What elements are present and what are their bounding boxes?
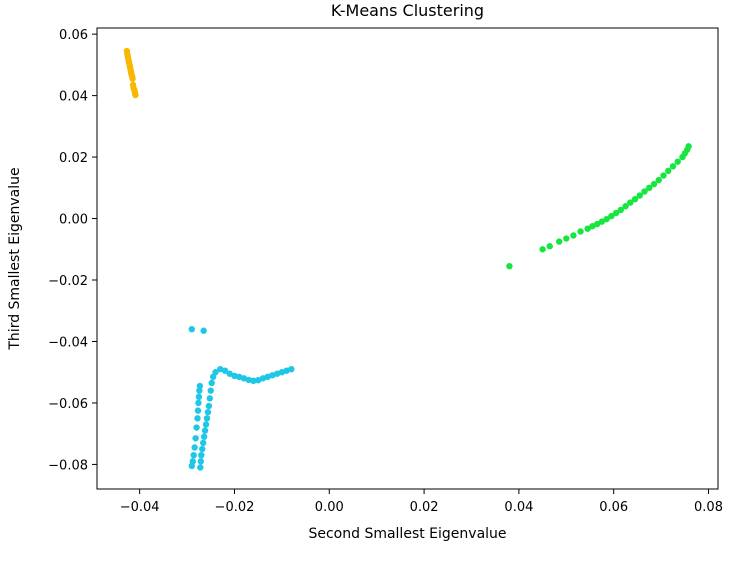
data-point: [129, 75, 136, 82]
y-tick-label: −0.02: [48, 274, 88, 289]
data-point: [245, 376, 252, 384]
data-point: [646, 184, 653, 192]
data-point: [132, 91, 139, 99]
series-1: [506, 143, 692, 270]
y-tick-label: −0.06: [48, 397, 88, 412]
data-point: [555, 238, 563, 245]
series-2: [188, 325, 295, 471]
chart-title: K-Means Clustering: [331, 1, 484, 20]
data-point: [612, 209, 620, 217]
data-point: [584, 225, 591, 232]
data-point: [206, 395, 214, 402]
data-point: [631, 195, 639, 203]
data-point: [198, 451, 205, 459]
data-point: [194, 407, 202, 414]
data-point: [197, 458, 205, 465]
data-point: [189, 458, 196, 465]
data-point: [506, 262, 513, 270]
data-point: [195, 399, 202, 407]
data-point: [205, 402, 213, 410]
data-point: [622, 203, 629, 210]
data-point: [196, 387, 203, 394]
data-point: [188, 325, 196, 333]
data-point: [201, 427, 209, 434]
data-point: [204, 408, 212, 416]
data-point: [665, 167, 672, 175]
data-point: [608, 212, 615, 220]
data-point: [207, 387, 214, 394]
y-tick-label: −0.04: [48, 335, 88, 350]
data-point: [221, 367, 229, 374]
x-tick-label: 0.04: [504, 500, 533, 515]
data-point: [669, 163, 677, 170]
data-point: [199, 445, 206, 453]
data-point: [200, 433, 208, 440]
data-point: [603, 215, 610, 223]
x-tick-label: −0.04: [120, 500, 160, 515]
data-point: [200, 327, 207, 334]
x-tick-label: 0.02: [410, 500, 439, 515]
data-point: [202, 421, 210, 428]
data-point: [685, 143, 692, 150]
ticks-layer: −0.04 −0.02 0.00 0.02 0.04 0.06 0.08 −0.08 −0.06…: [48, 28, 723, 515]
data-point: [199, 439, 207, 447]
axes-frame: [96, 27, 719, 490]
y-axis-label: Third Smallest Eigenvalue: [7, 167, 23, 350]
x-tick-label: 0.06: [599, 500, 628, 515]
series-0: [123, 47, 139, 99]
data-point: [563, 235, 570, 242]
x-tick-label: 0.00: [315, 500, 344, 515]
data-point: [192, 435, 199, 442]
data-point: [288, 365, 295, 373]
data-point: [250, 377, 257, 385]
data-point: [650, 180, 658, 188]
data-point: [546, 243, 553, 250]
data-point: [191, 444, 198, 451]
x-tick-label: −0.02: [215, 500, 255, 515]
data-point: [655, 176, 662, 184]
data-point: [641, 188, 648, 195]
data-point: [212, 369, 219, 376]
x-axis-label: Second Smallest Eigenvalue: [308, 526, 506, 542]
data-point: [195, 393, 203, 400]
data-point: [660, 172, 667, 179]
data-point: [674, 158, 681, 165]
data-point: [593, 220, 601, 228]
data-point: [193, 424, 200, 431]
data-point: [636, 192, 643, 199]
y-tick-label: 0.04: [59, 90, 88, 105]
data-point: [577, 228, 584, 235]
data-point: [190, 451, 197, 459]
data-point: [196, 382, 204, 390]
data-point: [197, 464, 204, 471]
data-point: [598, 218, 606, 225]
points-layer: [123, 47, 692, 471]
data-point: [231, 372, 238, 380]
data-point: [617, 206, 625, 214]
data-point: [539, 246, 546, 253]
x-tick-label: 0.08: [694, 500, 723, 515]
y-tick-label: 0.02: [59, 151, 88, 166]
data-point: [208, 379, 215, 387]
y-tick-label: 0.06: [59, 28, 88, 43]
y-tick-label: −0.08: [48, 458, 88, 473]
y-tick-label: 0.00: [59, 213, 88, 228]
data-point: [194, 415, 201, 422]
data-point: [203, 415, 211, 422]
data-point: [627, 199, 634, 206]
data-point: [570, 232, 577, 239]
